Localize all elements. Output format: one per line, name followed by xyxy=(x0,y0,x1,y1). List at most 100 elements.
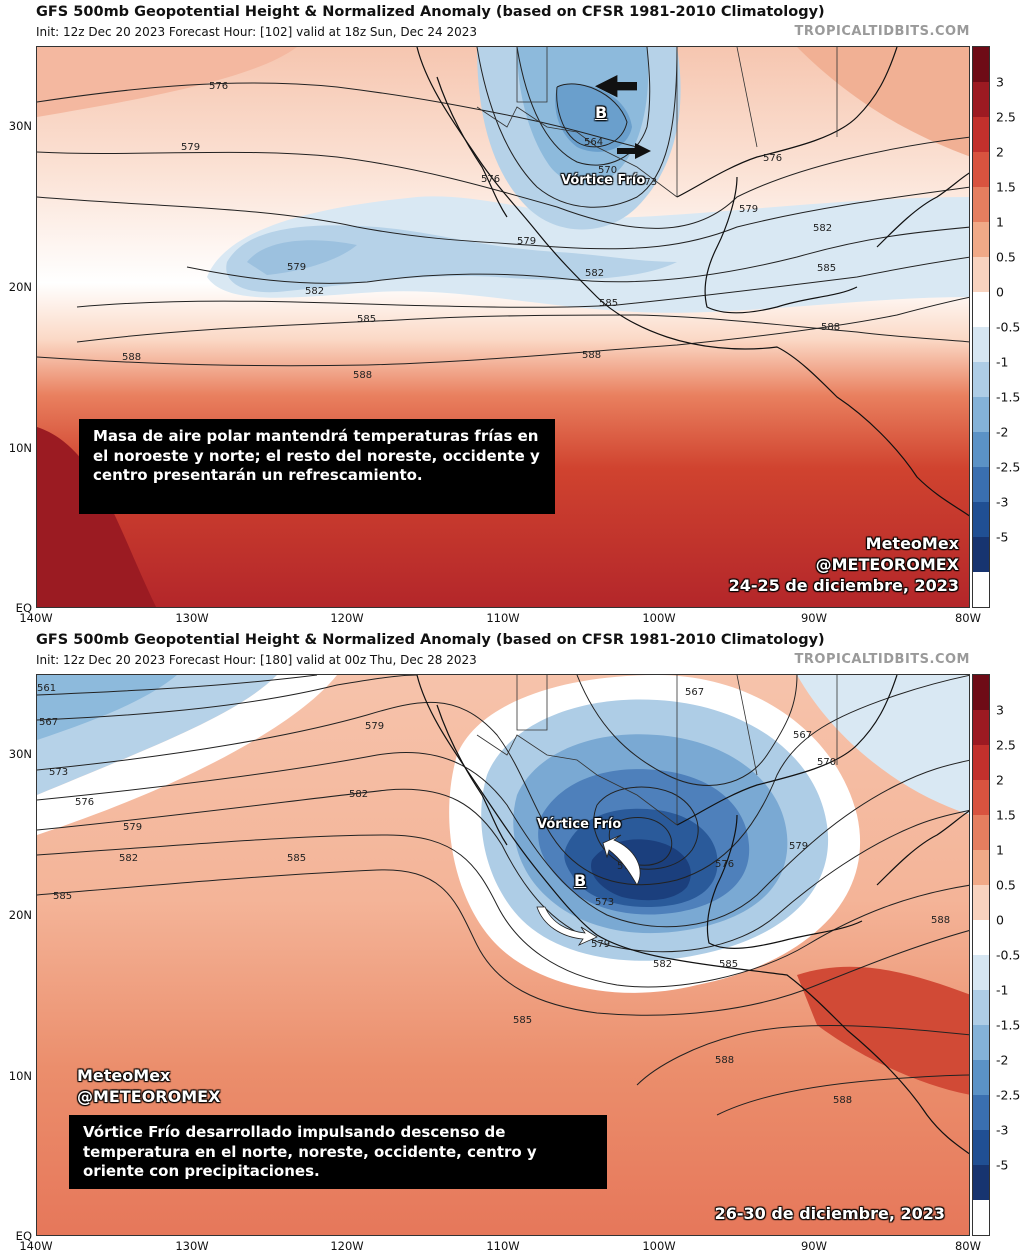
contour-label: 588 xyxy=(353,370,372,381)
contour-label: 576 xyxy=(481,174,500,185)
contour-label: 579 xyxy=(123,822,142,833)
map-panel-bottom: GFS 500mb Geopotential Height & Normaliz… xyxy=(0,628,1024,1256)
contour-label: 567 xyxy=(685,687,704,698)
colorbar-tick-label: -2 xyxy=(996,1052,1009,1068)
contour-label: 573 xyxy=(49,767,68,778)
contour-label: 579 xyxy=(739,204,758,215)
colorbar-segment xyxy=(973,815,989,851)
lat-label: 10N xyxy=(8,1069,32,1083)
colorbar-segment xyxy=(973,885,989,921)
contour-label: 585 xyxy=(513,1015,532,1026)
anomaly-map: 576 579 576 579 582 585 588 588 588 579 … xyxy=(37,47,969,607)
arrow-right-icon xyxy=(617,143,651,159)
contour-label: 573 xyxy=(595,897,614,908)
brand-handle: @METEOROMEX xyxy=(77,1087,221,1106)
colorbar-gradient xyxy=(973,47,989,608)
lat-label: 10N xyxy=(8,441,32,455)
contour-label: 579 xyxy=(181,142,200,153)
date-range: 24-25 de diciembre, 2023 xyxy=(728,576,959,595)
contour-label: 588 xyxy=(715,1055,734,1066)
colorbar-gradient xyxy=(973,675,989,1236)
colorbar-segment xyxy=(973,1025,989,1061)
colorbar-tick-label: -1.5 xyxy=(996,1017,1021,1033)
colorbar-segment xyxy=(973,467,989,503)
colorbar-tick-label: 0.5 xyxy=(996,249,1016,265)
contour-label: 576 xyxy=(763,153,782,164)
arrow-up-icon xyxy=(602,834,641,886)
colorbar-tick-label: 2.5 xyxy=(996,737,1016,753)
colorbar-segment xyxy=(973,327,989,363)
contour-label: 585 xyxy=(817,263,836,274)
colorbar-segment xyxy=(973,187,989,223)
political-borders xyxy=(476,675,838,826)
colorbar-tick-label: -2.5 xyxy=(996,459,1021,475)
colorbar-ticks: 3 2.5 2 1.5 1 0.5 0 -0.5 -1 -1.5 -2 -2.5 -3 -5 xyxy=(994,674,1024,1236)
colorbar-tick-label: -5 xyxy=(996,529,1009,545)
contour-label: 582 xyxy=(653,959,672,970)
colorbar-segment xyxy=(973,1200,989,1236)
contour-label: 588 xyxy=(833,1095,852,1106)
colorbar-segment xyxy=(973,710,989,746)
contour-label: 564 xyxy=(584,137,603,148)
colorbar-tick-label: -2 xyxy=(996,424,1009,440)
map-panel-top: GFS 500mb Geopotential Height & Normaliz… xyxy=(8,4,1024,625)
site-watermark: TROPICALTIDBITS.COM xyxy=(794,24,970,39)
colorbar-segment xyxy=(973,222,989,258)
colorbar-tick-label: 0 xyxy=(996,912,1004,928)
colorbar-segment xyxy=(973,257,989,293)
contour-label: 588 xyxy=(582,350,601,361)
contour-labels: 576 579 576 579 582 585 588 588 588 579 … xyxy=(122,81,840,381)
coastlines xyxy=(416,47,969,517)
map-area: 561 567 573 576 579 582 585 579 582 585 … xyxy=(36,674,970,1236)
arrow-left-icon xyxy=(595,75,637,98)
colorbar-segment xyxy=(973,397,989,433)
contour-label: 582 xyxy=(349,789,368,800)
contour-label: 579 xyxy=(789,841,808,852)
colorbar-tick-label: 1 xyxy=(996,842,1004,858)
colorbar-tick-label: 2 xyxy=(996,772,1004,788)
lat-label: 30N xyxy=(8,119,32,133)
contour-label: 567 xyxy=(39,717,58,728)
contour-label: 576 xyxy=(715,859,734,870)
arrow-right-icon xyxy=(536,906,598,946)
contour-label: 561 xyxy=(37,683,56,694)
flow-arrows xyxy=(595,75,651,159)
colorbar-tick-label: -1 xyxy=(996,982,1009,998)
colorbar-segment xyxy=(973,850,989,886)
lon-label: 140W xyxy=(19,611,53,625)
colorbar-segment xyxy=(973,152,989,188)
colorbar-segment xyxy=(973,1165,989,1201)
lat-label: 20N xyxy=(8,280,32,294)
political-borders xyxy=(476,47,838,198)
coastlines xyxy=(416,675,969,1155)
contour-label: 585 xyxy=(719,959,738,970)
lat-label: 30N xyxy=(8,747,32,761)
colorbar-segment xyxy=(973,362,989,398)
chart-subtitle: Init: 12z Dec 20 2023 Forecast Hour: [10… xyxy=(36,25,478,39)
colorbar-ticks: 3 2.5 2 1.5 1 0.5 0 -0.5 -1 -1.5 -2 -2.5 -3 -5 xyxy=(994,46,1024,608)
contour-label: 582 xyxy=(119,853,138,864)
date-range: 26-30 de diciembre, 2023 xyxy=(714,1204,945,1223)
colorbar-segment xyxy=(973,502,989,538)
vortex-annotation: Vórtice Frío xyxy=(537,817,622,832)
colorbar-segment xyxy=(973,432,989,468)
low-pressure-marker: B xyxy=(574,871,587,890)
contour-label: 579 xyxy=(287,262,306,273)
contour-label: 588 xyxy=(931,915,950,926)
contour-label: 582 xyxy=(813,223,832,234)
colorbar-tick-label: 1 xyxy=(996,214,1004,230)
forecast-textbox: Masa de aire polar mantendrá temperatura… xyxy=(79,419,555,514)
colorbar-tick-label: -0.5 xyxy=(996,947,1021,963)
colorbar-segment xyxy=(973,1095,989,1131)
colorbar-tick-label: 2 xyxy=(996,144,1004,160)
contour-label: 585 xyxy=(53,891,72,902)
contour-label: 570 xyxy=(598,165,617,176)
colorbar-tick-label: -0.5 xyxy=(996,319,1021,335)
contour-label: 585 xyxy=(287,853,306,864)
brand-block: MeteoMex @METEOROMEX xyxy=(77,1065,220,1107)
contour-label: 585 xyxy=(599,298,618,309)
chart-title: GFS 500mb Geopotential Height & Normaliz… xyxy=(36,4,825,20)
colorbar-segment xyxy=(973,1130,989,1166)
lon-label: 80W xyxy=(954,1239,982,1253)
colorbar-segment xyxy=(973,1060,989,1096)
